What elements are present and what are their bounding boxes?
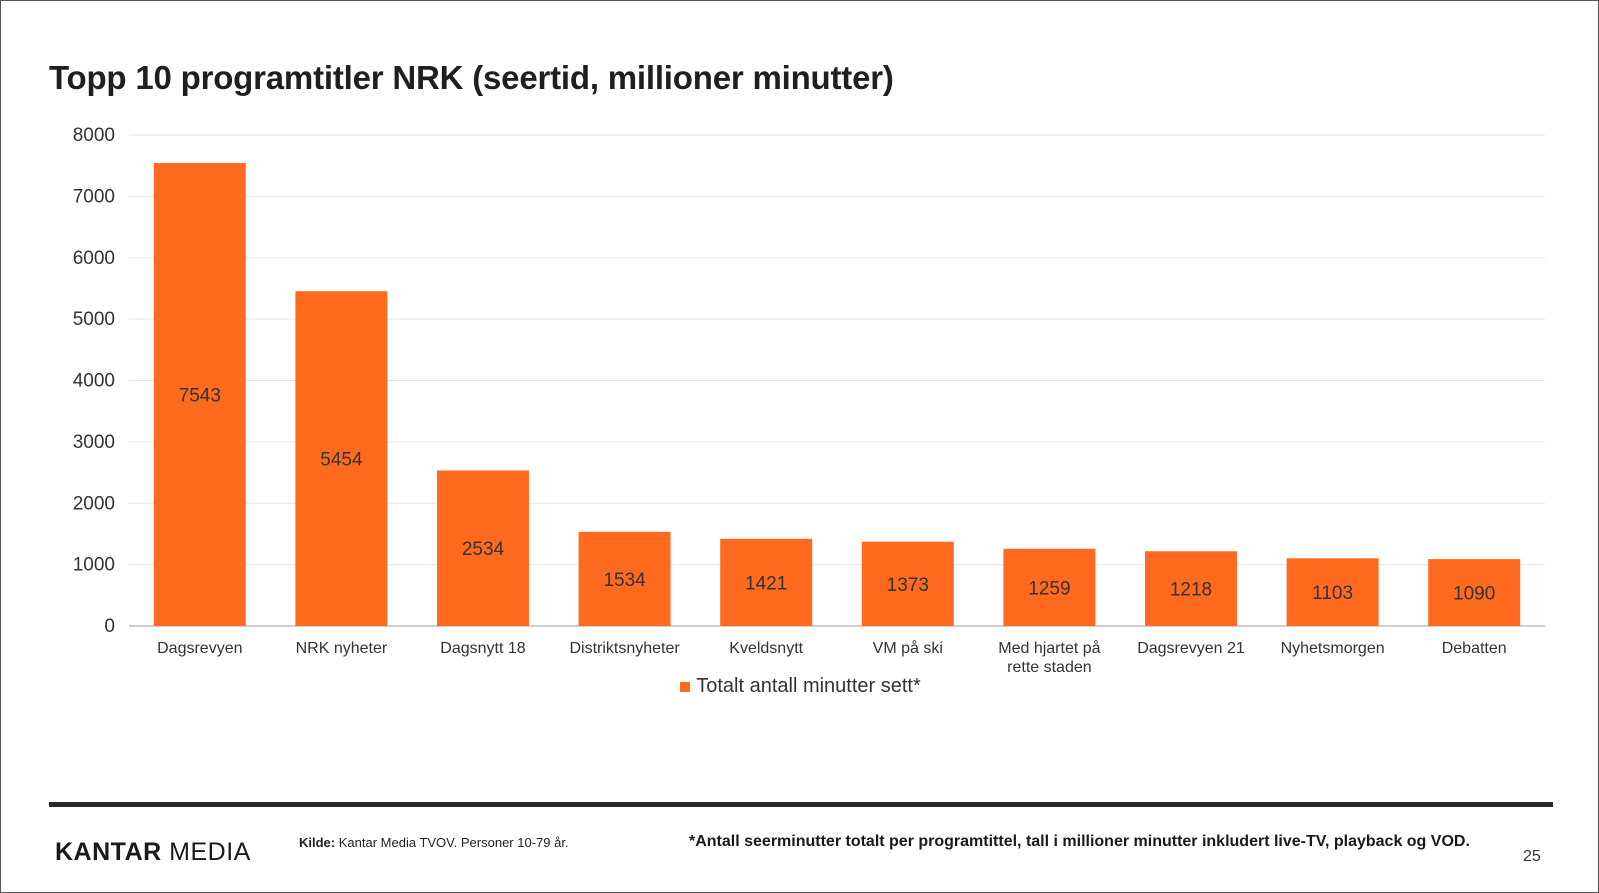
x-tick-label: NRK nyheter [296, 640, 388, 657]
x-tick-label: Dagsnytt 18 [440, 640, 525, 657]
bar-data-label: 5454 [320, 450, 363, 471]
bar-data-label: 1259 [1028, 578, 1070, 599]
footer-divider [49, 802, 1553, 807]
bar [578, 531, 671, 626]
kantar-media-logo: KANTAR MEDIA [55, 838, 251, 867]
y-tick-label: 4000 [73, 371, 115, 392]
bar [1003, 548, 1096, 626]
source-text: Kantar Media TVOV. Personer 10-79 år. [338, 835, 569, 850]
y-tick-label: 2000 [73, 493, 115, 514]
bar [1286, 558, 1379, 626]
y-tick-label: 7000 [73, 186, 115, 207]
page-number: 25 [1523, 848, 1541, 865]
bar [295, 291, 388, 626]
y-tick-label: 8000 [73, 125, 115, 146]
bar [720, 538, 813, 626]
x-tick-label: Dagsrevyen [157, 640, 242, 657]
logo-media: MEDIA [169, 838, 251, 866]
bar-data-label: 1534 [603, 570, 646, 591]
y-tick-label: 0 [104, 616, 115, 637]
chart-legend: Totalt antall minutter sett* [1, 675, 1598, 698]
x-tick-label: Nyhetsmorgen [1281, 640, 1385, 657]
bar-data-label: 2534 [462, 539, 505, 560]
bar [861, 541, 954, 626]
bar-data-label: 1421 [745, 573, 787, 594]
bar-data-label: 7543 [179, 386, 221, 407]
logo-kantar: KANTAR [55, 838, 162, 866]
bar [1428, 559, 1521, 626]
bar-data-label: 1373 [887, 575, 929, 596]
footnote: *Antall seerminutter totalt per programt… [689, 833, 1470, 850]
y-tick-label: 1000 [73, 555, 115, 576]
x-tick-label: Distriktsnyheter [569, 640, 680, 657]
bar-data-label: 1218 [1170, 580, 1212, 601]
source-note: Kilde: Kantar Media TVOV. Personer 10-79… [299, 835, 569, 850]
bar [153, 163, 246, 626]
x-tick-label: Dagsrevyen 21 [1137, 640, 1245, 657]
legend-swatch [680, 681, 691, 692]
bar-data-label: 1090 [1453, 584, 1495, 605]
y-tick-label: 3000 [73, 432, 115, 453]
x-tick-label: VM på ski [873, 639, 943, 657]
bar [437, 470, 529, 626]
x-tick-label: Debatten [1442, 640, 1507, 657]
bar-data-label: 1103 [1312, 583, 1353, 604]
bar [1145, 551, 1237, 626]
legend-label: Totalt antall minutter sett* [696, 675, 921, 697]
y-tick-label: 6000 [73, 248, 115, 269]
chart-title: Topp 10 programtitler NRK (seertid, mill… [49, 59, 894, 96]
source-label: Kilde: [299, 835, 336, 850]
y-tick-label: 5000 [73, 309, 115, 330]
x-tick-label: Med hjartet på rette staden [998, 639, 1100, 676]
x-tick-label: Kveldsnytt [729, 640, 803, 657]
